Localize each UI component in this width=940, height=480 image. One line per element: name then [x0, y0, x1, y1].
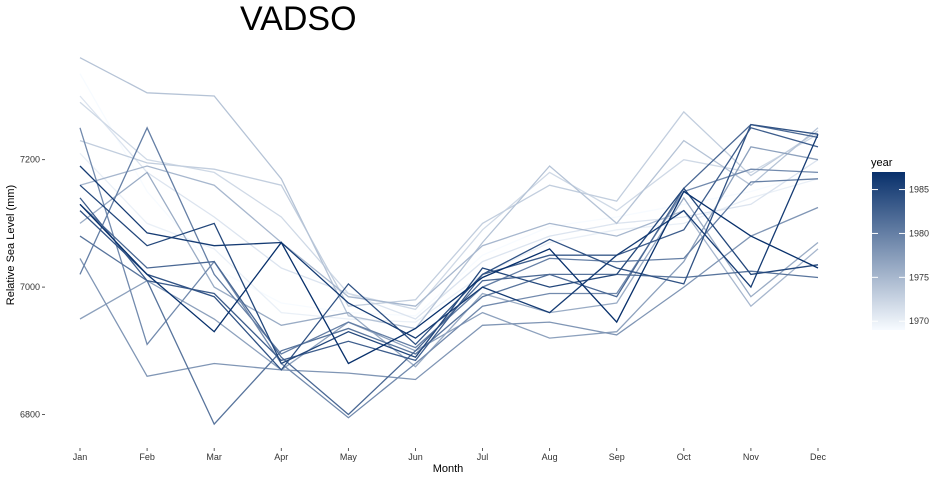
- series-line-1972: [79, 101, 819, 311]
- x-axis: Jan Feb Mar Apr May Jun Jul Aug Sep Oct Nov Dec: [73, 448, 827, 462]
- legend-label-1975: 1975: [909, 272, 929, 282]
- series-line-1987: [79, 190, 819, 365]
- series-line-1982: [79, 123, 819, 416]
- legend-label-1985: 1985: [909, 185, 929, 195]
- x-axis-title: Month: [433, 463, 464, 475]
- series-line-1973: [79, 110, 819, 307]
- chart-title: VADSO: [240, 0, 357, 38]
- x-tick-label-Jun: Jun: [408, 452, 423, 462]
- series-line-1976: [79, 171, 819, 368]
- y-axis-title: Relative Sea Level (mm): [5, 185, 17, 305]
- series-line-1979: [79, 127, 819, 419]
- x-tick-label-Apr: Apr: [274, 452, 288, 462]
- x-tick-label-Feb: Feb: [139, 452, 155, 462]
- x-tick-label-Nov: Nov: [743, 452, 760, 462]
- y-tick-label-6800: 6800: [20, 410, 40, 420]
- x-tick-label-May: May: [340, 452, 358, 462]
- series-line-1974: [79, 57, 819, 330]
- legend-label-1980: 1980: [909, 228, 929, 238]
- series-line-1978: [79, 206, 819, 381]
- x-tick-label-Aug: Aug: [542, 452, 558, 462]
- x-tick-label-Sep: Sep: [609, 452, 625, 462]
- series-line-1983: [79, 127, 819, 362]
- x-tick-label-Mar: Mar: [206, 452, 222, 462]
- x-tick-label-Dec: Dec: [810, 452, 827, 462]
- series-lines: [79, 57, 819, 426]
- x-tick-label-Oct: Oct: [677, 452, 692, 462]
- x-tick-label-Jul: Jul: [477, 452, 489, 462]
- series-line-1970: [79, 152, 819, 323]
- series-line-1977: [79, 146, 819, 371]
- series-line-1986: [79, 133, 819, 339]
- legend-colorbar: [872, 172, 905, 330]
- series-line-1984: [79, 123, 819, 371]
- y-axis: 6800 7000 7200: [20, 155, 45, 420]
- x-tick-label-Jan: Jan: [73, 452, 88, 462]
- legend-label-1970: 1970: [909, 316, 929, 326]
- legend-title: year: [871, 157, 893, 169]
- color-legend: year 1970 1975 1980 1985: [871, 157, 929, 330]
- series-line-1975: [79, 165, 819, 308]
- series-line-1981: [79, 235, 819, 426]
- y-tick-label-7000: 7000: [20, 282, 40, 292]
- y-tick-label-7200: 7200: [20, 155, 40, 165]
